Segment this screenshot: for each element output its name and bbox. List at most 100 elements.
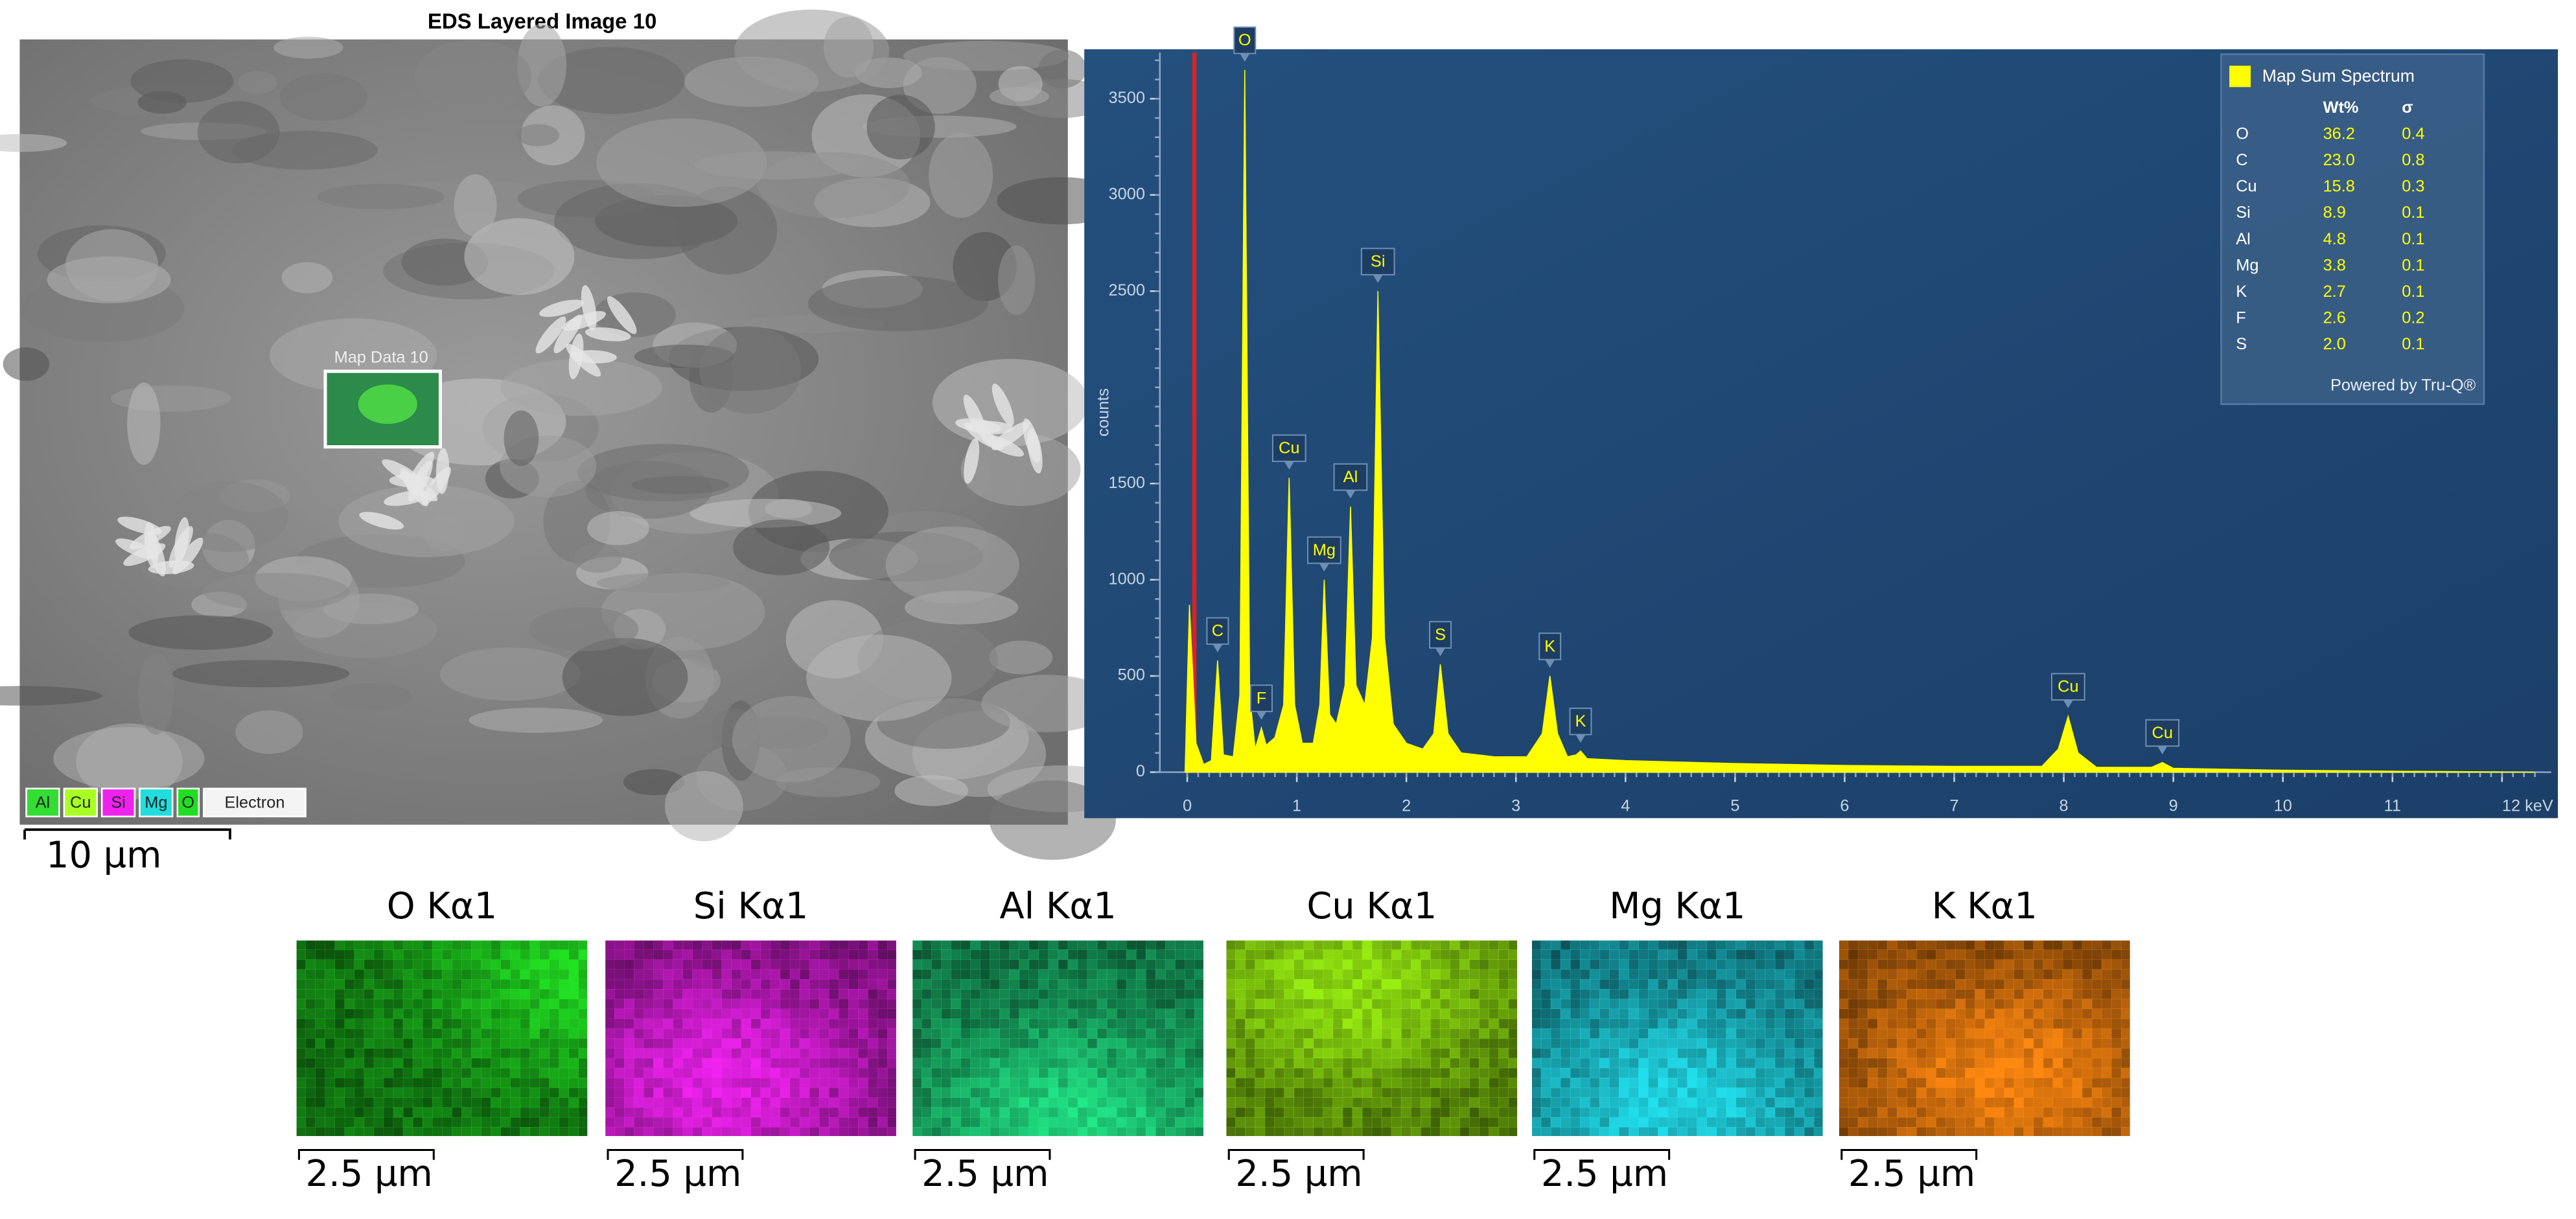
map-pixel: [1469, 1038, 1479, 1049]
map-pixel: [529, 1028, 540, 1039]
map-pixel: [838, 1097, 849, 1108]
map-pixel: [1323, 1018, 1334, 1029]
map-pixel: [344, 969, 355, 980]
map-pixel: [1342, 1077, 1353, 1088]
map-pixel: [1489, 1087, 1499, 1098]
map-pixel: [712, 989, 722, 999]
map-pixel: [1857, 1087, 1868, 1098]
map-pixel: [373, 1038, 384, 1049]
map-pixel: [402, 1038, 413, 1049]
map-pixel: [402, 1067, 413, 1078]
sem-texture: [989, 780, 1116, 860]
map-pixel: [1459, 1067, 1470, 1078]
map-pixel: [1599, 1018, 1610, 1029]
map-pixel: [1391, 969, 1402, 980]
map-pixel: [1126, 949, 1137, 960]
map-pixel: [2013, 999, 2025, 1010]
map-pixel: [422, 1087, 433, 1098]
map-pixel: [1274, 1038, 1284, 1049]
map-pixel: [970, 959, 981, 970]
map-pixel: [461, 999, 472, 1010]
map-pixel: [780, 1028, 791, 1039]
map-pixel: [721, 1028, 732, 1039]
map-pixel: [1794, 1028, 1805, 1039]
map-pixel: [624, 1048, 634, 1059]
map-pixel: [1342, 1058, 1353, 1069]
map-pixel: [1706, 1048, 1717, 1059]
map-pixel: [624, 1038, 634, 1049]
map-pixel: [1848, 1097, 1859, 1108]
map-pixel: [2023, 1048, 2034, 1059]
map-pixel: [1255, 989, 1265, 999]
map-pixel: [1264, 1048, 1275, 1059]
map-pixel: [1726, 940, 1737, 950]
map-pixel: [2091, 1058, 2102, 1069]
map-pixel: [673, 989, 683, 999]
sem-flower: [607, 296, 637, 334]
map-pixel: [999, 1018, 1010, 1029]
map-pixel: [970, 1048, 981, 1059]
map-pixel: [604, 959, 615, 970]
map-pixel: [2013, 1018, 2025, 1029]
map-pixel: [441, 1067, 452, 1078]
map-pixel: [1245, 979, 1255, 990]
map-pixel: [432, 1077, 443, 1088]
map-pixel: [1410, 989, 1421, 999]
map-pixel: [1371, 959, 1382, 970]
map-pixel: [1540, 1048, 1551, 1059]
map-pixel: [344, 1127, 355, 1137]
map-pixel: [1235, 1127, 1246, 1137]
map-pixel: [1126, 999, 1137, 1010]
map-pixel: [1848, 949, 1859, 960]
map-pixel: [412, 1117, 423, 1128]
map-pixel: [383, 1018, 394, 1029]
map-pixel: [980, 1077, 990, 1088]
map-pixel: [1774, 949, 1785, 960]
map-pixel: [1955, 1077, 1966, 1088]
map-pixel: [539, 1038, 550, 1049]
map-pixel: [1116, 969, 1127, 980]
sem-flower: [435, 448, 450, 494]
map-pixel: [1019, 1008, 1029, 1019]
map-pixel: [941, 999, 951, 1010]
map-pixel: [1706, 999, 1717, 1010]
map-pixel: [1420, 1008, 1431, 1019]
map-pixel: [1570, 1127, 1581, 1137]
map-pixel: [692, 1058, 702, 1069]
map-pixel: [887, 1107, 898, 1118]
map-pixel: [559, 1097, 569, 1108]
map-pixel: [1489, 979, 1499, 990]
map-pixel: [848, 1087, 859, 1098]
table-element: Mg: [2236, 256, 2258, 274]
map-pixel: [2033, 1097, 2044, 1108]
map-pixel: [1135, 1067, 1146, 1078]
map-pixel: [1955, 1107, 1966, 1118]
map-pixel: [887, 1087, 898, 1098]
map-pixel: [931, 1008, 942, 1019]
map-pixel: [1420, 969, 1431, 980]
map-pixel: [1994, 989, 2004, 999]
map-pixel: [857, 999, 868, 1010]
map-pixel: [354, 969, 365, 980]
map-pixel: [838, 1048, 849, 1059]
map-pixel: [296, 1087, 306, 1098]
map-pixel: [1774, 1127, 1785, 1137]
map-pixel: [2004, 959, 2014, 970]
map-pixel: [780, 1008, 791, 1019]
map-pixel: [931, 1097, 942, 1108]
map-pixel: [1755, 1127, 1766, 1137]
map-pixel: [1765, 1077, 1776, 1088]
map-pixel: [960, 1038, 971, 1049]
map-pixel: [1469, 1107, 1479, 1118]
map-pixel: [2082, 1018, 2093, 1029]
map-pixel: [461, 1008, 472, 1019]
map-pixel: [750, 1048, 761, 1059]
map-pixel: [1965, 940, 1975, 950]
map-pixel: [2062, 1018, 2073, 1029]
map-pixel: [1560, 1117, 1571, 1128]
map-pixel: [412, 1067, 423, 1078]
map-pixel: [1755, 1067, 1766, 1078]
map-pixel: [1638, 1038, 1649, 1049]
map-pixel: [877, 1058, 888, 1069]
map-pixel: [2052, 1127, 2063, 1137]
